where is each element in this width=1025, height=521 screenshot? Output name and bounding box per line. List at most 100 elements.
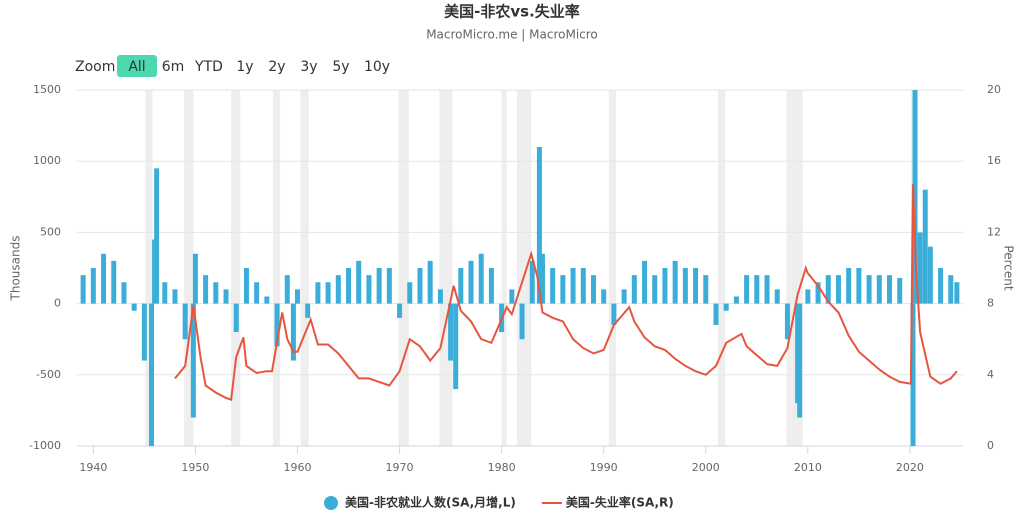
- bar: [550, 268, 556, 304]
- bar: [437, 289, 443, 304]
- bar: [805, 289, 811, 304]
- bar: [131, 303, 137, 311]
- bar: [590, 275, 596, 304]
- bar: [917, 232, 923, 304]
- recession-band: [272, 90, 281, 446]
- bar: [397, 303, 403, 318]
- recession-band: [718, 90, 726, 446]
- bar: [346, 268, 352, 304]
- x-tick-label: 1970: [386, 461, 414, 474]
- bar: [662, 268, 668, 304]
- range-button-label: 3y: [300, 59, 317, 75]
- range-button[interactable]: 10y: [364, 59, 390, 75]
- range-button[interactable]: YTD: [194, 59, 223, 75]
- recession-band: [398, 90, 409, 446]
- recession-band: [300, 90, 309, 446]
- bar: [948, 275, 954, 304]
- range-button[interactable]: 2y: [268, 59, 285, 75]
- range-button[interactable]: All: [117, 55, 157, 77]
- bar: [797, 303, 803, 418]
- legend-label: 美国-非农就业人数(SA,月增,L): [345, 495, 516, 510]
- y2-tick-label: 12: [987, 225, 1001, 238]
- bar: [80, 275, 86, 304]
- bar: [519, 303, 525, 340]
- bar: [243, 268, 249, 304]
- bar: [693, 268, 699, 304]
- recession-band: [439, 90, 453, 446]
- bar: [672, 260, 678, 304]
- chart-title: 美国-非农vs.失业率: [444, 3, 580, 21]
- y2-tick-label: 8: [987, 297, 994, 310]
- bar: [488, 268, 494, 304]
- bar: [912, 90, 918, 304]
- range-button-label: 6m: [162, 59, 185, 75]
- recession-band: [184, 90, 194, 446]
- legend-item[interactable]: 美国-非农就业人数(SA,月增,L): [324, 495, 516, 511]
- bar: [407, 282, 413, 304]
- y-tick-label: -1000: [29, 439, 61, 452]
- recession-band: [145, 90, 153, 446]
- bar: [182, 303, 188, 340]
- bar: [835, 275, 841, 304]
- bar: [539, 253, 545, 304]
- range-button-bg: [117, 55, 157, 77]
- bar: [611, 303, 617, 325]
- bar: [427, 260, 433, 304]
- bar: [162, 282, 168, 304]
- y2-tick-label: 16: [987, 154, 1001, 167]
- x-tick-label: 2010: [794, 461, 822, 474]
- bar: [560, 275, 566, 304]
- bar: [294, 289, 300, 304]
- range-button[interactable]: 5y: [332, 59, 349, 75]
- recession-band: [501, 90, 507, 446]
- y2-axis-label: Percent: [1002, 245, 1016, 290]
- legend-item[interactable]: 美国-失业率(SA,R): [541, 495, 674, 510]
- bar: [764, 275, 770, 304]
- bar: [621, 289, 627, 304]
- bar: [468, 260, 474, 304]
- bar: [315, 282, 321, 304]
- bar: [141, 303, 147, 361]
- bar: [703, 275, 709, 304]
- range-button[interactable]: 1y: [236, 59, 253, 75]
- bar: [856, 268, 862, 304]
- legend-label: 美国-失业率(SA,R): [566, 495, 674, 510]
- legend-symbol: [324, 496, 338, 510]
- bar: [774, 289, 780, 304]
- bar: [478, 253, 484, 304]
- range-button[interactable]: 3y: [300, 59, 317, 75]
- y-tick-label: 1000: [33, 154, 61, 167]
- bar: [866, 275, 872, 304]
- bar: [417, 268, 423, 304]
- recession-band: [231, 90, 241, 446]
- x-tick-label: 1950: [181, 461, 209, 474]
- bar: [601, 289, 607, 304]
- bar: [284, 275, 290, 304]
- y-tick-label: 500: [40, 225, 61, 238]
- bar: [713, 303, 719, 325]
- x-tick-label: 1980: [488, 461, 516, 474]
- range-button-label: 1y: [236, 59, 253, 75]
- bar: [938, 268, 944, 304]
- range-button-label: 2y: [268, 59, 285, 75]
- bar: [386, 268, 392, 304]
- x-tick-label: 1940: [79, 461, 107, 474]
- bar: [954, 282, 960, 304]
- bar: [897, 277, 903, 304]
- bar: [154, 168, 160, 304]
- bar: [642, 260, 648, 304]
- bar: [825, 275, 831, 304]
- range-button-label: All: [128, 59, 145, 75]
- bar: [325, 282, 331, 304]
- line: [174, 184, 958, 402]
- bar: [101, 253, 107, 304]
- bar: [682, 268, 688, 304]
- bar: [876, 275, 882, 304]
- zoom-label: Zoom: [75, 59, 115, 75]
- bar: [203, 275, 209, 304]
- bar: [815, 282, 821, 304]
- bar: [784, 303, 790, 340]
- range-button[interactable]: 6m: [162, 59, 185, 75]
- bar: [846, 268, 852, 304]
- bar: [509, 289, 515, 304]
